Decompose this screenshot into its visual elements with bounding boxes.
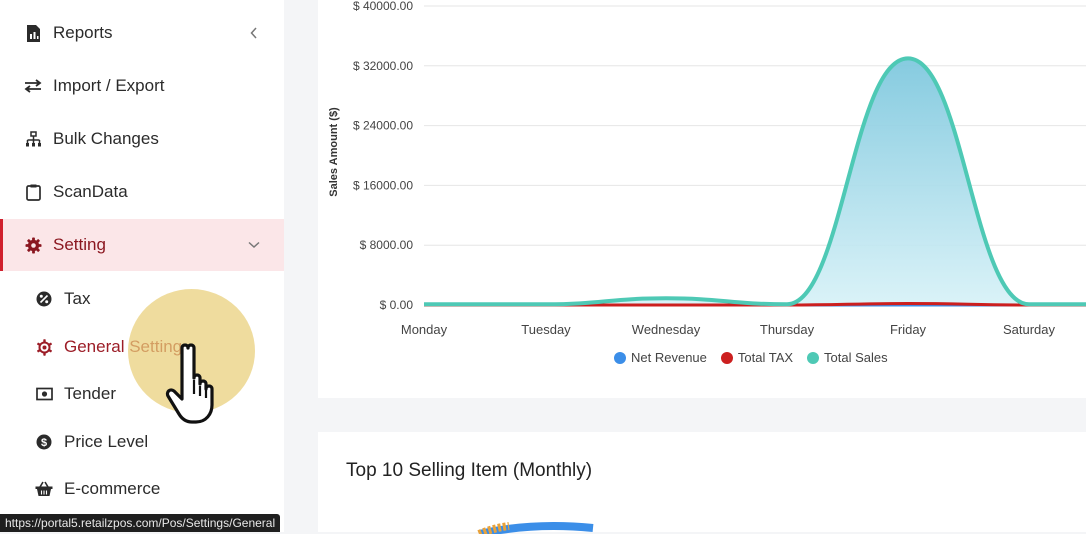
sales-chart-card: Sales Amount ($) $ 0.00 $ 8000.00 $ 16000.… [318, 0, 1086, 398]
clipboard-icon [24, 183, 42, 201]
sidebar-item-label: Bulk Changes [53, 129, 159, 148]
x-tick-label: Tuesday [521, 322, 571, 337]
svg-text:$: $ [41, 437, 47, 449]
tax-icon [35, 290, 53, 308]
sidebar-item-label: Reports [53, 23, 113, 42]
y-tick-label: $ 0.00 [380, 298, 414, 312]
legend-total-sales[interactable]: Total Sales [807, 350, 888, 365]
total-sales-line [424, 56, 1086, 307]
sidebar-item-label: Import / Export [53, 76, 165, 95]
y-tick-label: $ 24000.00 [353, 119, 413, 133]
x-tick-label: Saturday [1003, 322, 1056, 337]
status-bar-url: https://portal5.retailzpos.com/Pos/Setti… [0, 514, 281, 532]
cog-outline-icon [35, 338, 53, 356]
sidebar-item-import-export[interactable]: Import / Export [0, 60, 284, 112]
top-selling-card: Top 10 Selling Item (Monthly) [318, 432, 1086, 534]
legend-label: Total TAX [737, 350, 794, 365]
legend-dot [807, 351, 820, 364]
sidebar-item-label: ScanData [53, 182, 128, 201]
sidebar-subitem-label: Tender [64, 384, 116, 403]
reports-icon [24, 24, 42, 42]
sales-chart: Sales Amount ($) $ 0.00 $ 8000.00 $ 16000.… [328, 0, 1086, 337]
legend-total-tax[interactable]: Total TAX [720, 350, 794, 365]
total-sales-area [424, 58, 1086, 306]
y-tick-label: $ 40000.00 [353, 0, 413, 13]
import-export-icon [24, 77, 42, 95]
y-tick-label: $ 8000.00 [360, 238, 414, 252]
legend-label: Net Revenue [631, 350, 707, 365]
sidebar-subitem-label: E-commerce [64, 479, 161, 498]
sidebar-subitem-label: Tax [64, 289, 91, 308]
sidebar-subitem-tender[interactable]: Tender [0, 372, 284, 416]
legend-dot [720, 351, 733, 364]
x-tick-label: Friday [890, 322, 927, 337]
chevron-down-icon [248, 239, 260, 251]
gear-icon [24, 236, 42, 254]
money-bill-icon [35, 385, 53, 403]
sidebar-subitem-ecommerce[interactable]: E-commerce [0, 467, 284, 511]
x-tick-label: Wednesday [632, 322, 701, 337]
x-tick-label: Monday [401, 322, 448, 337]
sidebar-item-bulk-changes[interactable]: Bulk Changes [0, 113, 284, 165]
top-selling-title: Top 10 Selling Item (Monthly) [346, 460, 593, 481]
y-tick-label: $ 32000.00 [353, 59, 413, 73]
sidebar: Reports Import / Export Bulk Changes Sca… [0, 0, 284, 532]
sidebar-item-label: Setting [53, 235, 106, 254]
y-axis-label: Sales Amount ($) [328, 107, 340, 197]
basket-icon [35, 480, 53, 498]
sidebar-item-setting[interactable]: Setting [0, 219, 284, 271]
legend-dot [614, 351, 626, 364]
legend-net-revenue[interactable]: Net Revenue [614, 350, 707, 365]
legend-label: Total Sales [824, 350, 888, 365]
sitemap-icon [24, 130, 42, 148]
chart-legend: Net Revenue Total TAX Total Sales [614, 350, 888, 365]
sidebar-item-reports[interactable]: Reports [0, 7, 284, 59]
dollar-circle-icon: $ [35, 433, 53, 451]
x-tick-label: Thursday [760, 322, 815, 337]
chevron-left-icon [248, 27, 260, 39]
hand-cursor-icon [165, 343, 214, 424]
sidebar-subitem-tax[interactable]: Tax [0, 277, 284, 321]
sidebar-subitem-label: Price Level [64, 432, 149, 451]
y-tick-label: $ 16000.00 [353, 178, 413, 192]
pie-chart-top-edge [477, 522, 594, 534]
sidebar-subitem-price-level[interactable]: $ Price Level [0, 420, 284, 464]
sidebar-item-scandata[interactable]: ScanData [0, 166, 284, 218]
